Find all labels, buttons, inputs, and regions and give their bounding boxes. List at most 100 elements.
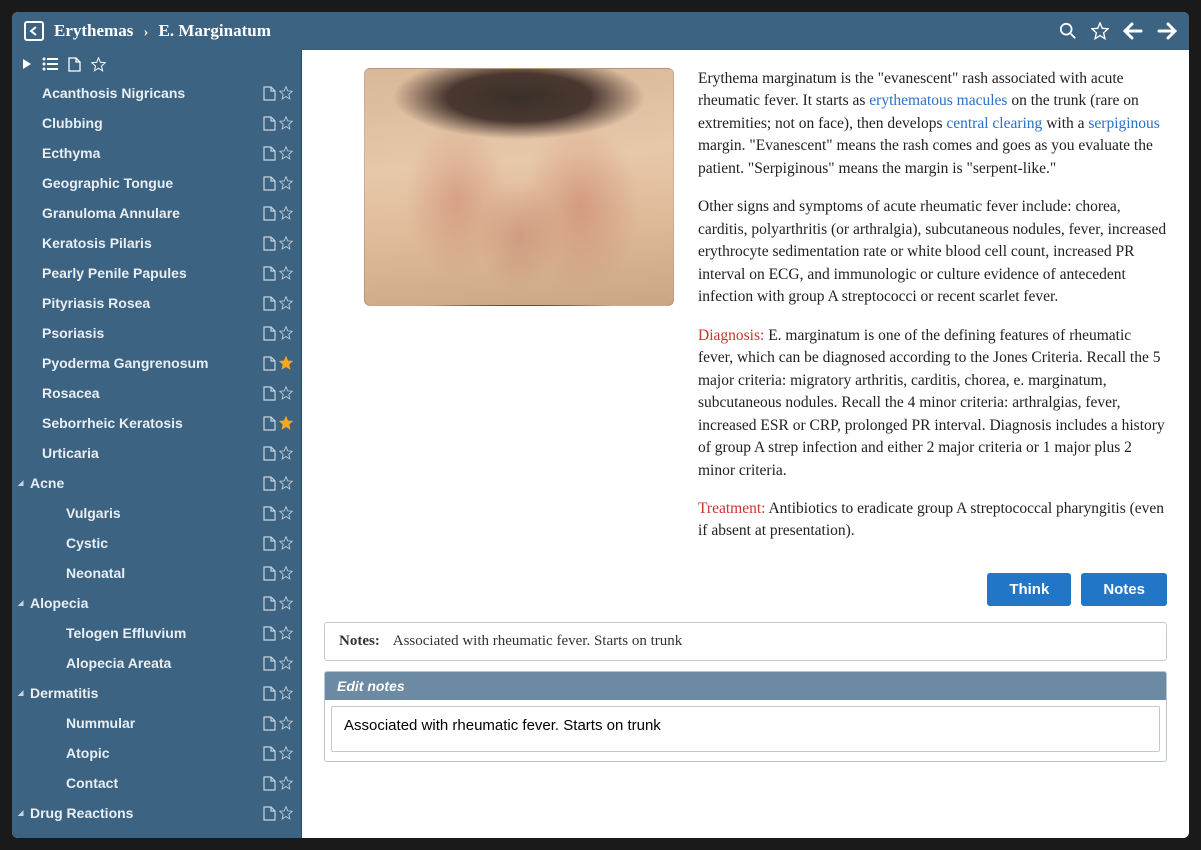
button-row: Think Notes (324, 573, 1167, 606)
page-icon[interactable] (263, 446, 276, 461)
link-serpiginous[interactable]: serpiginous (1088, 115, 1159, 132)
nav-tree[interactable]: Acanthosis NigricansClubbingEcthymaGeogr… (12, 78, 301, 838)
sidebar-item[interactable]: Keratosis Pilaris (12, 228, 301, 258)
sidebar-item-label: Alopecia (30, 595, 263, 611)
link-central-clearing[interactable]: central clearing (946, 115, 1042, 132)
page-icon[interactable] (263, 386, 276, 401)
page-icon[interactable] (263, 236, 276, 251)
sidebar-item[interactable]: Clubbing (12, 108, 301, 138)
sidebar-item[interactable]: Pyoderma Gangrenosum (12, 348, 301, 378)
article-paragraph-2: Other signs and symptoms of acute rheuma… (698, 196, 1167, 308)
star-icon[interactable] (279, 776, 293, 790)
sidebar-item[interactable]: Nummular (12, 708, 301, 738)
sidebar-item[interactable]: ◢Acne (12, 468, 301, 498)
star-icon[interactable] (279, 386, 293, 400)
sidebar-item[interactable]: Pityriasis Rosea (12, 288, 301, 318)
star-icon[interactable] (279, 116, 293, 130)
star-icon[interactable] (279, 236, 293, 250)
star-icon[interactable] (279, 86, 293, 100)
page-icon[interactable] (263, 326, 276, 341)
star-icon[interactable] (279, 716, 293, 730)
star-icon[interactable] (279, 206, 293, 220)
page-icon[interactable] (263, 686, 276, 701)
sidebar-item[interactable]: Contact (12, 768, 301, 798)
collapse-nav-icon[interactable] (24, 21, 44, 41)
sidebar-item[interactable]: ◢Drug Reactions (12, 798, 301, 828)
page-icon[interactable] (68, 57, 81, 72)
star-icon[interactable] (279, 596, 293, 610)
page-icon[interactable] (263, 656, 276, 671)
content-pane: Erythema marginatum is the "evanescent" … (302, 50, 1189, 838)
sidebar-item[interactable]: ◢Dermatitis (12, 678, 301, 708)
star-icon[interactable] (279, 656, 293, 670)
sidebar-item-label: Urticaria (42, 445, 263, 461)
page-icon[interactable] (263, 626, 276, 641)
favorite-icon[interactable] (1091, 22, 1109, 40)
star-icon[interactable] (279, 506, 293, 520)
star-icon[interactable] (279, 746, 293, 760)
page-icon[interactable] (263, 116, 276, 131)
play-icon[interactable] (22, 58, 32, 70)
page-icon[interactable] (263, 146, 276, 161)
sidebar-item[interactable]: Alopecia Areata (12, 648, 301, 678)
star-icon[interactable] (91, 57, 106, 72)
list-icon[interactable] (42, 57, 58, 71)
think-button[interactable]: Think (987, 573, 1071, 606)
sidebar-item[interactable]: Cystic (12, 528, 301, 558)
page-icon[interactable] (263, 296, 276, 311)
sidebar-item-label: Pearly Penile Papules (42, 265, 263, 281)
back-icon[interactable] (1123, 22, 1143, 40)
page-icon[interactable] (263, 596, 276, 611)
sidebar-item[interactable]: Psoriasis (12, 318, 301, 348)
page-icon[interactable] (263, 716, 276, 731)
star-icon[interactable] (279, 806, 293, 820)
star-icon[interactable] (279, 296, 293, 310)
star-icon[interactable] (279, 686, 293, 700)
page-icon[interactable] (263, 806, 276, 821)
sidebar-item[interactable]: Rosacea (12, 378, 301, 408)
edit-notes-textarea[interactable] (331, 706, 1160, 752)
sidebar-item[interactable]: Geographic Tongue (12, 168, 301, 198)
notes-button[interactable]: Notes (1081, 573, 1167, 606)
sidebar-item[interactable]: Telogen Effluvium (12, 618, 301, 648)
sidebar-item[interactable]: Urticaria (12, 438, 301, 468)
sidebar-item[interactable]: Vulgaris (12, 498, 301, 528)
page-icon[interactable] (263, 416, 276, 431)
star-icon[interactable] (279, 176, 293, 190)
star-icon[interactable] (279, 356, 293, 370)
star-icon[interactable] (279, 626, 293, 640)
search-icon[interactable] (1059, 22, 1077, 40)
page-icon[interactable] (263, 86, 276, 101)
sidebar-item[interactable]: Neonatal (12, 558, 301, 588)
page-icon[interactable] (263, 206, 276, 221)
star-icon[interactable] (279, 446, 293, 460)
page-icon[interactable] (263, 506, 276, 521)
sidebar-item[interactable]: Granuloma Annulare (12, 198, 301, 228)
sidebar-item[interactable]: Pearly Penile Papules (12, 258, 301, 288)
star-icon[interactable] (279, 476, 293, 490)
sidebar-item[interactable]: Acanthosis Nigricans (12, 78, 301, 108)
star-icon[interactable] (279, 566, 293, 580)
article-paragraph-4: Treatment: Antibiotics to eradicate grou… (698, 498, 1167, 543)
link-erythematous-macules[interactable]: erythematous macules (869, 92, 1007, 109)
sidebar-item[interactable]: Atopic (12, 738, 301, 768)
star-icon[interactable] (279, 326, 293, 340)
sidebar-item[interactable]: Ecthyma (12, 138, 301, 168)
star-icon[interactable] (279, 146, 293, 160)
star-icon[interactable] (279, 266, 293, 280)
page-icon[interactable] (263, 746, 276, 761)
star-icon[interactable] (279, 416, 293, 430)
sidebar-item[interactable]: Seborrheic Keratosis (12, 408, 301, 438)
page-icon[interactable] (263, 176, 276, 191)
page-icon[interactable] (263, 266, 276, 281)
forward-icon[interactable] (1157, 22, 1177, 40)
page-icon[interactable] (263, 356, 276, 371)
page-icon[interactable] (263, 476, 276, 491)
page-icon[interactable] (263, 566, 276, 581)
sidebar-item-label: Psoriasis (42, 325, 263, 341)
sidebar-item[interactable]: ◢Alopecia (12, 588, 301, 618)
page-icon[interactable] (263, 536, 276, 551)
star-icon[interactable] (279, 536, 293, 550)
page-icon[interactable] (263, 776, 276, 791)
breadcrumb-parent[interactable]: Erythemas (54, 21, 133, 40)
